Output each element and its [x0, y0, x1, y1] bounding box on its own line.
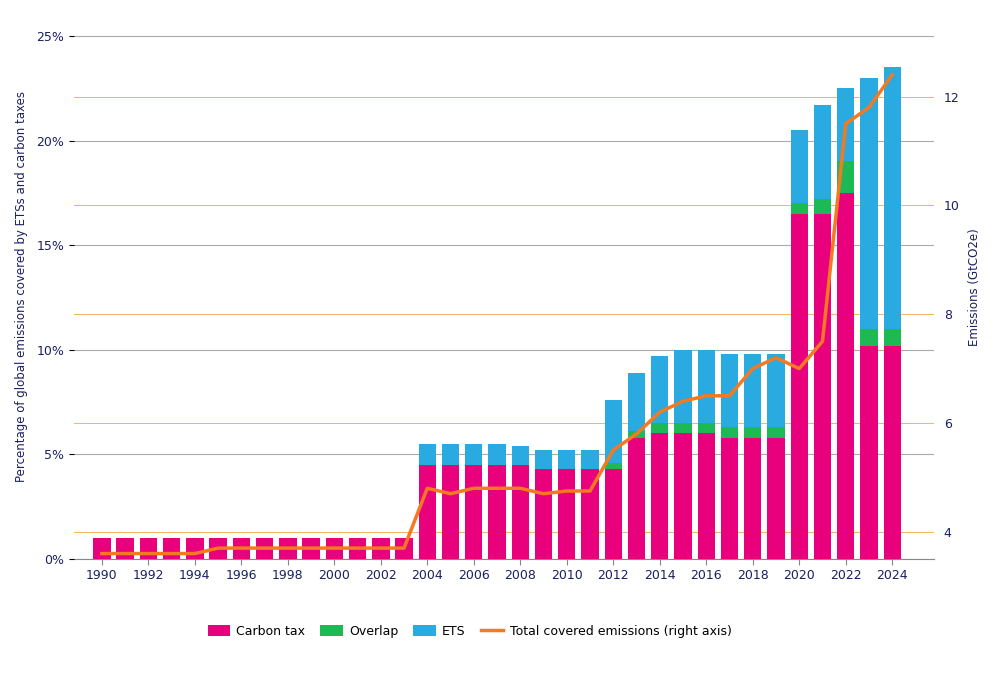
- Bar: [814, 105, 832, 199]
- Bar: [163, 538, 180, 559]
- Bar: [186, 538, 203, 559]
- Bar: [837, 88, 855, 161]
- Bar: [883, 329, 901, 345]
- Bar: [883, 345, 901, 559]
- Bar: [558, 450, 576, 469]
- Bar: [651, 423, 668, 433]
- Bar: [279, 538, 297, 559]
- Bar: [674, 423, 691, 433]
- Bar: [373, 538, 389, 559]
- Bar: [767, 427, 785, 438]
- Bar: [861, 345, 877, 559]
- Bar: [627, 431, 645, 438]
- Bar: [721, 354, 738, 427]
- Bar: [349, 538, 367, 559]
- Y-axis label: Emissions (GtCO2e): Emissions (GtCO2e): [968, 228, 981, 346]
- Bar: [535, 450, 552, 469]
- Bar: [605, 400, 622, 463]
- Bar: [535, 469, 552, 559]
- Bar: [651, 356, 668, 423]
- Bar: [744, 427, 762, 438]
- Bar: [209, 538, 227, 559]
- Bar: [674, 433, 691, 559]
- Bar: [697, 350, 715, 423]
- Bar: [721, 427, 738, 438]
- Legend: Carbon tax, Overlap, ETS, Total covered emissions (right axis): Carbon tax, Overlap, ETS, Total covered …: [203, 619, 736, 642]
- Bar: [233, 538, 250, 559]
- Bar: [488, 444, 506, 465]
- Bar: [558, 469, 576, 559]
- Bar: [512, 446, 529, 465]
- Bar: [582, 469, 599, 559]
- Bar: [488, 465, 506, 559]
- Bar: [744, 354, 762, 427]
- Bar: [791, 214, 808, 559]
- Bar: [697, 433, 715, 559]
- Bar: [883, 67, 901, 329]
- Bar: [465, 465, 482, 559]
- Bar: [767, 354, 785, 427]
- Bar: [814, 199, 832, 214]
- Bar: [837, 193, 855, 559]
- Bar: [627, 373, 645, 431]
- Bar: [674, 350, 691, 423]
- Bar: [418, 444, 436, 465]
- Bar: [791, 130, 808, 203]
- Bar: [605, 463, 622, 469]
- Bar: [651, 433, 668, 559]
- Bar: [627, 438, 645, 559]
- Bar: [442, 444, 459, 465]
- Bar: [418, 465, 436, 559]
- Y-axis label: Percentage of global emissions covered by ETSs and carbon taxes: Percentage of global emissions covered b…: [15, 92, 28, 482]
- Bar: [697, 423, 715, 433]
- Bar: [256, 538, 273, 559]
- Bar: [117, 538, 133, 559]
- Bar: [93, 538, 111, 559]
- Bar: [326, 538, 343, 559]
- Bar: [767, 438, 785, 559]
- Bar: [837, 161, 855, 193]
- Bar: [605, 469, 622, 559]
- Bar: [442, 465, 459, 559]
- Bar: [744, 438, 762, 559]
- Bar: [395, 538, 412, 559]
- Bar: [303, 538, 320, 559]
- Bar: [861, 78, 877, 329]
- Bar: [512, 465, 529, 559]
- Bar: [791, 203, 808, 214]
- Bar: [465, 444, 482, 465]
- Bar: [721, 438, 738, 559]
- Bar: [582, 450, 599, 469]
- Bar: [139, 538, 157, 559]
- Bar: [861, 329, 877, 345]
- Bar: [814, 214, 832, 559]
